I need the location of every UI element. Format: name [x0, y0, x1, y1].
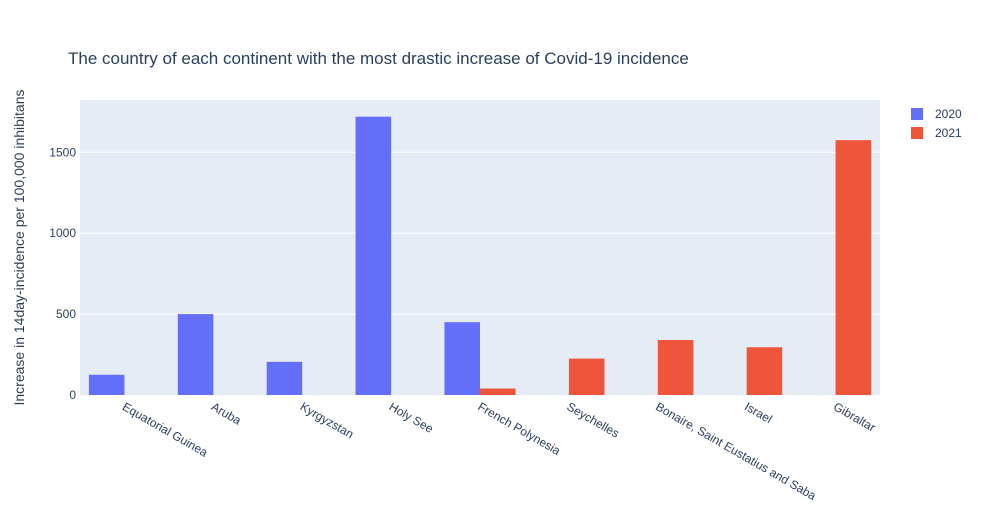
bar-2021-gibraltar[interactable] [835, 140, 872, 395]
y-tick-label: 0 [69, 388, 76, 402]
bar-2021-seychelles[interactable] [568, 358, 605, 395]
bar-2020-equatorial-guinea[interactable] [88, 374, 125, 395]
bars [88, 116, 872, 396]
x-tick-label: French Polynesia [476, 399, 564, 458]
bar-2021-bonaire-saint-eustatius-and-saba[interactable] [657, 339, 694, 395]
bar-2020-aruba[interactable] [177, 314, 214, 395]
bar-2021-french-polynesia[interactable] [480, 388, 516, 395]
x-tick-label: Aruba [209, 399, 244, 427]
x-tick-label: Holy See [387, 399, 436, 436]
x-tick-label: Bonaire, Saint Eustatius and Saba [653, 399, 819, 503]
legend-swatch-2021[interactable] [911, 127, 923, 139]
x-tick-label: Israel [742, 399, 774, 426]
y-tick-labels: 0 500 1000 1500 [49, 145, 76, 402]
x-tick-label: Equatorial Guinea [120, 399, 210, 459]
legend-label-2021[interactable]: 2021 [935, 126, 962, 140]
y-tick-label: 1000 [49, 226, 76, 240]
y-tick-label: 1500 [49, 145, 76, 159]
bar-2020-holy-see[interactable] [355, 116, 392, 396]
bar-2020-french-polynesia[interactable] [444, 322, 480, 395]
y-axis-title: Increase in 14day-incidence per 100,000 … [11, 90, 27, 406]
x-tick-label: Gibraltar [831, 399, 878, 434]
legend-label-2020[interactable]: 2020 [935, 107, 962, 121]
legend[interactable]: 2020 2021 [911, 107, 962, 140]
bar-2021-israel[interactable] [746, 347, 783, 395]
legend-swatch-2020[interactable] [911, 108, 923, 120]
bar-2020-kyrgyzstan[interactable] [266, 361, 303, 395]
x-tick-label: Seychelles [564, 399, 621, 440]
chart-title: The country of each continent with the m… [68, 49, 689, 68]
y-tick-label: 500 [56, 307, 76, 321]
x-tick-label: Kyrgyzstan [298, 399, 356, 441]
